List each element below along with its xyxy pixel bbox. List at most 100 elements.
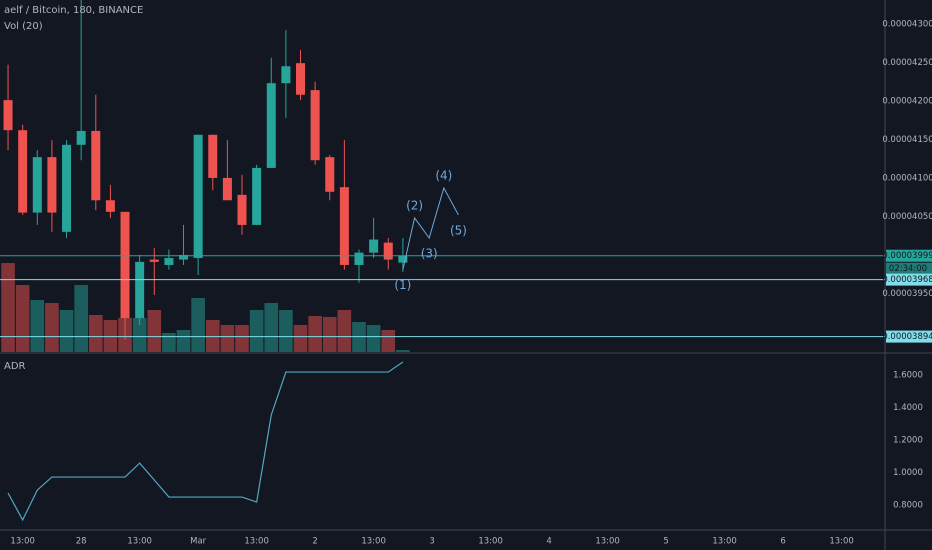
- wave-label: (4): [435, 168, 452, 182]
- candle-body: [281, 66, 291, 84]
- y-tick-label: 0.00004200: [882, 96, 932, 106]
- candle-body: [237, 194, 247, 225]
- y-tick-label: 0.00004150: [882, 135, 932, 145]
- candle-body: [339, 187, 349, 265]
- y-tick-label: 0.00004300: [882, 19, 932, 29]
- volume-bar: [279, 310, 293, 352]
- candle-body: [222, 177, 232, 201]
- x-tick-label: 13:00: [361, 537, 386, 547]
- volume-bar: [220, 325, 235, 352]
- x-tick-label: 13:00: [478, 537, 503, 547]
- price-label-box: [886, 330, 932, 343]
- countdown-box: [886, 262, 932, 275]
- y-tick-label: 0.8000: [893, 501, 923, 511]
- candle-body: [32, 157, 42, 213]
- volume-title: Vol (20): [4, 21, 43, 32]
- volume-bar: [235, 325, 249, 352]
- volume-bar: [381, 330, 396, 352]
- candle-body: [252, 167, 262, 225]
- y-tick-label: 1.4000: [893, 403, 923, 413]
- volume-bar: [162, 333, 176, 352]
- candle-body: [369, 239, 379, 253]
- candle-body: [179, 254, 189, 260]
- candle-body: [193, 134, 203, 259]
- candle-body: [18, 130, 28, 213]
- y-tick-label: 0.00003950: [882, 289, 932, 299]
- candle-body: [62, 144, 72, 232]
- candle-body: [105, 200, 115, 212]
- x-tick-label: 13:00: [712, 537, 737, 547]
- candle-body: [164, 258, 174, 265]
- candle-body: [208, 134, 218, 178]
- candle-body: [76, 130, 86, 145]
- x-tick-label: 5: [663, 537, 668, 547]
- volume-bar: [132, 318, 147, 352]
- price-label: 0.00003894: [882, 332, 932, 342]
- volume-bar: [147, 310, 162, 352]
- candle-body: [3, 100, 13, 131]
- wave-line: [402, 186, 459, 270]
- adr-title: ADR: [4, 361, 26, 372]
- volume-bar: [15, 285, 30, 352]
- candle-body: [135, 261, 145, 319]
- volume-bar: [322, 317, 337, 352]
- candle-body: [266, 83, 276, 168]
- candle-body: [47, 157, 57, 213]
- price-label: 0.00003999: [882, 251, 932, 261]
- volume-bar: [103, 320, 118, 352]
- y-tick-label: 0.00004250: [882, 58, 932, 68]
- symbol-title: aelf / Bitcoin, 180, BINANCE: [4, 5, 143, 16]
- wave-label: (3): [421, 247, 438, 261]
- volume-bar: [74, 285, 88, 352]
- price-label: 0.00003968: [882, 275, 932, 285]
- volume-bar: [45, 303, 59, 352]
- volume-bar: [1, 263, 15, 352]
- candle-body: [91, 130, 101, 201]
- x-tick-label: Mar: [190, 537, 207, 547]
- x-tick-label: 13:00: [829, 537, 854, 547]
- volume-bar: [366, 325, 381, 352]
- x-tick-label: 13:00: [595, 537, 620, 547]
- candle-body: [325, 157, 335, 192]
- volume-bar: [30, 300, 45, 352]
- candle-body: [120, 211, 130, 319]
- candle-body: [383, 242, 393, 260]
- candle-body: [149, 259, 159, 262]
- wave-label: (1): [394, 278, 411, 292]
- y-tick-label: 1.2000: [893, 436, 923, 446]
- y-tick-label: 0.00004100: [882, 173, 932, 183]
- volume-bar: [176, 330, 191, 352]
- y-tick-label: 1.0000: [893, 468, 923, 478]
- volume-bar: [59, 310, 74, 352]
- candle-body: [398, 255, 408, 263]
- x-tick-label: 28: [76, 537, 87, 547]
- candle-body: [354, 252, 364, 265]
- x-tick-label: 13:00: [244, 537, 269, 547]
- wave-label: (2): [406, 198, 423, 212]
- volume-bar: [249, 310, 264, 352]
- volume-bar: [308, 316, 322, 352]
- price-label-box: [886, 273, 932, 286]
- volume-bar: [396, 350, 410, 352]
- volume-bar: [205, 320, 220, 352]
- volume-bar: [264, 303, 279, 352]
- x-tick-label: 4: [546, 537, 551, 547]
- volume-bar: [337, 310, 352, 352]
- y-tick-label: 0.00004050: [882, 212, 932, 222]
- candle-body: [310, 90, 320, 161]
- volume-bar: [293, 325, 308, 352]
- countdown: 02:34:00: [889, 264, 927, 274]
- x-tick-label: 13:00: [10, 537, 35, 547]
- adr-line: [7, 361, 404, 522]
- volume-bar: [88, 315, 103, 352]
- price-label-box: [886, 249, 932, 262]
- y-tick-label: 1.6000: [893, 370, 923, 380]
- candle-body: [296, 63, 306, 95]
- x-tick-label: 3: [429, 537, 434, 547]
- x-tick-label: 2: [312, 537, 317, 547]
- volume-bar: [191, 298, 205, 352]
- x-tick-label: 13:00: [127, 537, 152, 547]
- x-tick-label: 6: [780, 537, 785, 547]
